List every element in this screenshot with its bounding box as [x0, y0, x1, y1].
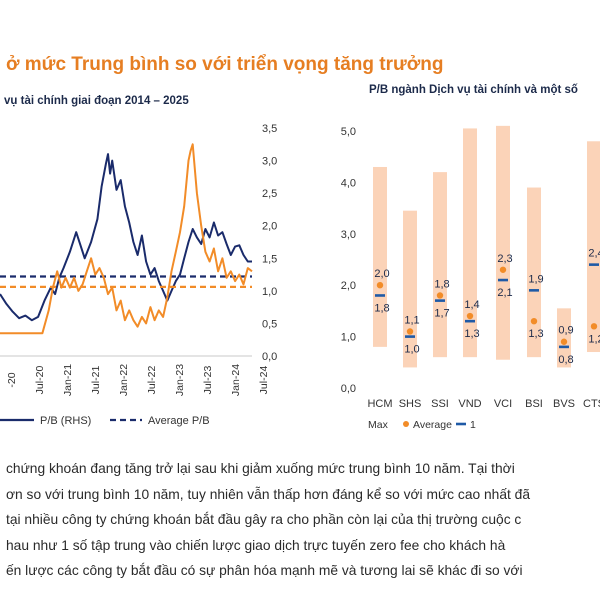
- body-paragraph: chứng khoán đang tăng trở lại sau khi gi…: [6, 456, 600, 584]
- category-label: HCM: [367, 398, 392, 410]
- range-bar: [403, 210, 417, 368]
- average-dot: [590, 323, 598, 330]
- value-label: 2,3: [497, 253, 512, 265]
- legend-max-label: Max: [368, 419, 389, 431]
- value-label: 0,9: [558, 325, 573, 337]
- category-label: BVS: [553, 398, 575, 410]
- category-label: SHS: [399, 398, 422, 410]
- paragraph-line: tại nhiều công ty chứng khoán bắt đầu gâ…: [6, 512, 522, 527]
- legend-current-label: 1: [470, 419, 476, 431]
- value-label: 1,2: [588, 333, 600, 345]
- value-label: 1,9: [528, 273, 543, 285]
- y-tick-label: 4,0: [341, 177, 356, 189]
- range-bar: [433, 172, 447, 358]
- pb-range-chart: 5,0 4,0 3,0 2,0 1,0 0,0 2,0 1,8 HCM 1,1 1,0 SHS 1,8 1…: [341, 125, 600, 431]
- y-tick-label: 1,0: [262, 286, 277, 298]
- pb-history-line-chart: 3,5 3,0 2,5 2,0 1,5 1,0 0,5 0,0 -20 Jul-20 Jan-21 J…: [0, 123, 277, 427]
- value-label: 1,3: [528, 328, 543, 340]
- value-label: 1,3: [464, 328, 479, 340]
- category-label: BSI: [525, 398, 543, 410]
- category-label: VCI: [494, 398, 512, 410]
- y-tick-label: 0,5: [262, 318, 277, 330]
- paragraph-line: hau như 1 số tập trung vào chiến lược gi…: [6, 537, 506, 553]
- range-bar: [557, 308, 571, 368]
- x-tick-label: Jan-21: [62, 364, 74, 396]
- y-tick-label: 1,5: [262, 253, 277, 265]
- value-label: 2,4: [588, 248, 600, 260]
- legend-average-dot: [403, 421, 409, 427]
- chart2-subtitle: P/B ngành Dịch vụ tài chính và một số: [369, 84, 578, 96]
- range-bar: [496, 125, 510, 360]
- y-tick-label: 5,0: [341, 126, 356, 138]
- y-tick-label: 3,5: [262, 123, 277, 135]
- paragraph-line: ến lược các công ty bắt đầu có sự phân h…: [6, 563, 523, 578]
- x-tick-label: Jan-22: [118, 364, 130, 396]
- y-tick-label: 2,0: [341, 280, 356, 292]
- value-label: 1,8: [434, 278, 449, 290]
- average-dot: [436, 292, 444, 299]
- x-tick-label: -20: [6, 372, 18, 387]
- orange-series-line: [0, 143, 253, 335]
- average-dot: [499, 266, 507, 273]
- value-label: 1,8: [374, 302, 389, 314]
- range-bar: [527, 187, 541, 358]
- y-tick-label: 2,5: [262, 188, 277, 200]
- category-label: VND: [458, 398, 481, 410]
- x-tick-label: Jan-23: [174, 364, 186, 396]
- y-tick-label: 0,0: [262, 351, 277, 363]
- value-label: 1,4: [464, 299, 479, 311]
- page-title: ở mức Trung bình so với triển vọng tăng …: [6, 54, 444, 75]
- paragraph-line: ơn so với trung bình 10 năm, tuy nhiên v…: [6, 486, 531, 502]
- range-bar: [587, 141, 600, 353]
- average-dot: [560, 338, 568, 345]
- x-tick-label: Jan-24: [230, 364, 242, 396]
- average-dot: [466, 312, 474, 320]
- paragraph-line: chứng khoán đang tăng trở lại sau khi gi…: [6, 461, 515, 476]
- y-tick-label: 3,0: [262, 156, 277, 168]
- average-dot: [406, 328, 414, 335]
- y-tick-label: 2,0: [262, 221, 277, 233]
- average-dot: [376, 282, 384, 289]
- chart1-subtitle: vụ tài chính giai đoạn 2014 – 2025: [4, 95, 189, 107]
- x-tick-label: Jul-23: [202, 366, 214, 395]
- value-label: 1,7: [434, 308, 449, 320]
- value-label: 1,1: [404, 314, 419, 326]
- x-tick-label: Jul-21: [90, 366, 102, 395]
- x-tick-label: Jul-22: [146, 366, 158, 395]
- legend-average-label: Average: [413, 419, 452, 431]
- value-label: 1,0: [404, 344, 419, 356]
- value-label: 0,8: [558, 354, 573, 366]
- y-tick-label: 0,0: [341, 383, 356, 395]
- pb-series-line: [0, 153, 252, 322]
- value-label: 2,0: [374, 268, 389, 280]
- x-tick-label: Jul-20: [34, 366, 46, 395]
- legend-average-label: Average P/B: [148, 415, 210, 427]
- y-tick-label: 3,0: [341, 229, 356, 241]
- legend-pb-label: P/B (RHS): [40, 415, 91, 427]
- range-bar: [463, 128, 477, 358]
- category-label: CTS: [583, 398, 600, 410]
- value-label: 2,1: [497, 287, 512, 299]
- range-bar: [373, 166, 387, 347]
- category-label: SSI: [431, 398, 449, 410]
- x-tick-label: Jul-24: [258, 366, 270, 395]
- average-dot: [530, 317, 538, 325]
- y-tick-label: 1,0: [341, 332, 356, 344]
